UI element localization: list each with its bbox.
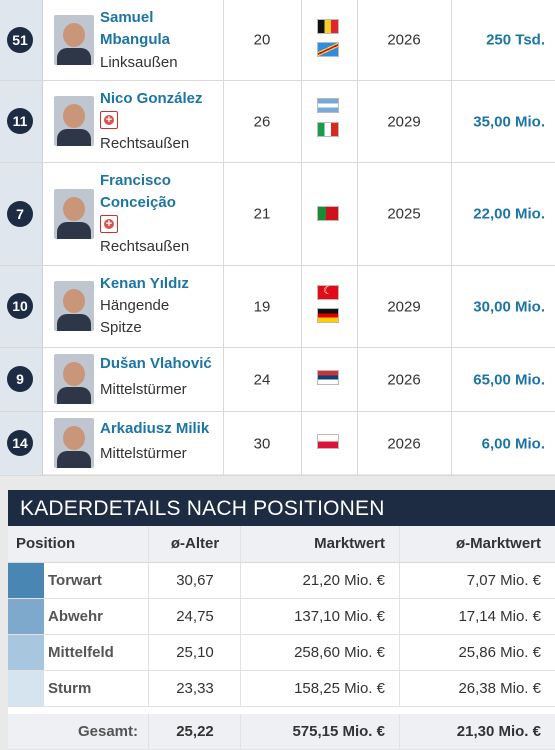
player-name-link[interactable]: Arkadiusz Milik <box>100 420 210 437</box>
italy-flag-icon <box>317 122 339 137</box>
avg-market-value: 25,86 Mio. € <box>399 635 555 670</box>
table-row: 51 Samuel Mbangula Linksaußen 20 2026 250… <box>0 0 555 81</box>
contract-year: 2025 <box>387 205 421 223</box>
kader-details-panel: KADERDETAILS NACH POSITIONEN Position ø-… <box>8 490 555 750</box>
header-avg-age[interactable]: ø-Alter <box>148 526 241 562</box>
avg-age: 25,10 <box>148 635 241 670</box>
contract-year: 2029 <box>387 298 421 315</box>
belgium-flag-icon <box>317 19 339 34</box>
player-photo[interactable] <box>54 281 94 331</box>
position-label: Sturm <box>48 680 92 697</box>
shirt-number: 51 <box>7 27 33 53</box>
player-photo[interactable] <box>54 418 94 468</box>
player-age: 21 <box>253 205 271 223</box>
kader-row-torwart: Torwart 30,67 21,20 Mio. € 7,07 Mio. € <box>8 563 555 599</box>
market-value-link[interactable]: 30,00 Mio. <box>473 298 545 315</box>
position-color-swatch <box>8 635 44 670</box>
shirt-number: 10 <box>7 293 33 319</box>
player-age: 26 <box>253 113 271 130</box>
injury-icon[interactable] <box>100 111 118 129</box>
header-position[interactable]: Position <box>16 535 76 552</box>
player-age: 24 <box>253 371 271 388</box>
player-photo[interactable] <box>54 189 94 239</box>
portugal-flag-icon <box>317 206 339 221</box>
player-name-link[interactable]: Kenan Yıldız <box>100 275 189 292</box>
avg-age: 23,33 <box>148 671 241 706</box>
avg-market-value: 7,07 Mio. € <box>399 563 555 598</box>
player-position: Hängende Spitze <box>100 297 170 336</box>
germany-flag-icon <box>317 308 339 323</box>
header-market-value[interactable]: Marktwert <box>240 526 399 562</box>
avg-age: 24,75 <box>148 599 241 634</box>
market-value: 258,60 Mio. € <box>240 635 399 670</box>
player-age: 30 <box>253 435 271 452</box>
player-age: 20 <box>253 31 271 49</box>
position-color-swatch <box>8 599 44 634</box>
avg-market-value: 26,38 Mio. € <box>399 671 555 706</box>
header-avg-market-value[interactable]: ø-Marktwert <box>399 526 555 562</box>
player-photo[interactable] <box>54 15 94 65</box>
total-avg-age: 25,22 <box>148 714 241 749</box>
player-position: Linksaußen <box>100 54 178 71</box>
avg-age: 30,67 <box>148 563 241 598</box>
market-value-link[interactable]: 65,00 Mio. <box>473 371 545 388</box>
shirt-number: 11 <box>7 108 33 134</box>
player-position: Mittelstürmer <box>100 381 187 398</box>
contract-year: 2026 <box>387 371 421 388</box>
total-avg-market-value: 21,30 Mio. € <box>399 714 555 749</box>
kader-row-abwehr: Abwehr 24,75 137,10 Mio. € 17,14 Mio. € <box>8 599 555 635</box>
table-row: 11 Nico González Rechtsaußen 26 2029 35,… <box>0 81 555 163</box>
total-label: Gesamt: <box>77 723 138 740</box>
kader-details-header: Position ø-Alter Marktwert ø-Marktwert <box>8 526 555 563</box>
table-row: 9 Dušan Vlahović Mittelstürmer 24 2026 6… <box>0 348 555 412</box>
market-value-link[interactable]: 250 Tsd. <box>486 31 545 49</box>
player-position: Mittelstürmer <box>100 445 187 462</box>
player-name-link[interactable]: Dušan Vlahović <box>100 355 212 372</box>
kader-details-title: KADERDETAILS NACH POSITIONEN <box>8 490 555 526</box>
market-value-link[interactable]: 35,00 Mio. <box>473 113 545 130</box>
serbia-flag-icon <box>317 370 339 385</box>
market-value-link[interactable]: 22,00 Mio. <box>473 205 545 223</box>
position-label: Mittelfeld <box>48 644 114 661</box>
contract-year: 2026 <box>387 435 421 452</box>
player-position: Rechtsaußen <box>100 135 190 152</box>
contract-year: 2026 <box>387 31 421 49</box>
shirt-number: 7 <box>7 201 33 227</box>
player-position: Rechtsaußen <box>100 238 190 255</box>
position-label: Abwehr <box>48 608 104 625</box>
position-color-swatch <box>8 671 44 706</box>
player-name-link[interactable]: Nico González <box>100 90 203 107</box>
player-photo[interactable] <box>54 96 94 146</box>
kader-total-row: Gesamt: 25,22 575,15 Mio. € 21,30 Mio. € <box>8 714 555 750</box>
kader-row-mittelfeld: Mittelfeld 25,10 258,60 Mio. € 25,86 Mio… <box>8 635 555 671</box>
kader-row-sturm: Sturm 23,33 158,25 Mio. € 26,38 Mio. € <box>8 671 555 707</box>
player-name-link[interactable]: Francisco Conceição <box>100 172 176 211</box>
squad-table: 51 Samuel Mbangula Linksaußen 20 2026 250… <box>0 0 555 474</box>
shirt-number: 9 <box>7 366 33 392</box>
total-market-value: 575,15 Mio. € <box>240 714 399 749</box>
market-value-link[interactable]: 6,00 Mio. <box>481 435 545 452</box>
dr-congo-flag-icon <box>317 42 339 57</box>
player-name-link[interactable]: Samuel Mbangula <box>100 9 170 48</box>
injury-icon[interactable] <box>100 215 118 233</box>
position-color-swatch <box>8 563 44 598</box>
player-photo[interactable] <box>54 354 94 404</box>
poland-flag-icon <box>317 434 339 449</box>
market-value: 137,10 Mio. € <box>240 599 399 634</box>
market-value: 158,25 Mio. € <box>240 671 399 706</box>
turkey-flag-icon <box>317 284 339 300</box>
contract-year: 2029 <box>387 113 421 130</box>
position-label: Torwart <box>48 572 102 589</box>
argentina-flag-icon <box>317 98 339 113</box>
table-row: 14 Arkadiusz Milik Mittelstürmer 30 2026… <box>0 412 555 476</box>
shirt-number: 14 <box>7 430 33 456</box>
player-age: 19 <box>253 298 271 315</box>
avg-market-value: 17,14 Mio. € <box>399 599 555 634</box>
market-value: 21,20 Mio. € <box>240 563 399 598</box>
